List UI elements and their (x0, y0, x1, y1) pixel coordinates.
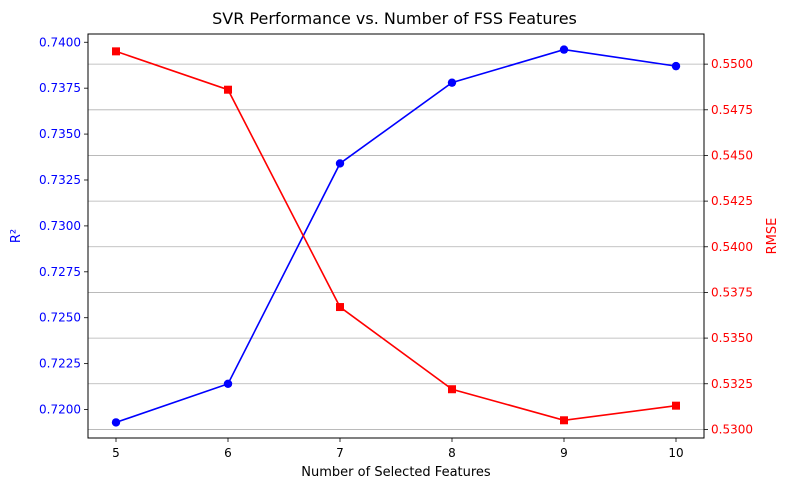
y-right-tick-label: 0.5500 (711, 57, 753, 71)
x-tick-label: 9 (560, 446, 568, 460)
y-left-tick-label: 0.7275 (39, 265, 81, 279)
y-left-tick-label: 0.7250 (39, 311, 81, 325)
y-right-tick-label: 0.5375 (711, 285, 753, 299)
y-left-tick-label: 0.7225 (39, 357, 81, 371)
x-axis-label: Number of Selected Features (301, 465, 491, 480)
gridlines (88, 63, 704, 430)
r2-point (223, 379, 233, 389)
r2-point (671, 61, 681, 71)
rmse-point (448, 385, 456, 394)
y-axis-left-label: R² (9, 229, 24, 243)
y-right-tick-label: 0.5325 (711, 377, 753, 391)
x-tick-label: 6 (224, 446, 232, 460)
y-right-tick-label: 0.5350 (711, 331, 753, 345)
y-left-tick-label: 0.7325 (39, 173, 81, 187)
y-right-tick-label: 0.5300 (711, 422, 753, 436)
rmse-point (560, 416, 568, 425)
rmse-series-line (115, 50, 677, 422)
x-axis: 5 6 7 8 9 10 (112, 438, 684, 460)
x-tick-label: 10 (668, 446, 683, 460)
y-right-tick-label: 0.5475 (711, 103, 753, 117)
y-left-tick-label: 0.7200 (39, 403, 81, 417)
y-left-tick-label: 0.7375 (39, 81, 81, 95)
y-axis-right-label: RMSE (765, 218, 780, 255)
y-left-tick-label: 0.7400 (39, 35, 81, 49)
r2-point (559, 45, 569, 54)
y-right-tick-label: 0.5425 (711, 194, 753, 208)
series-layer (111, 45, 681, 427)
chart-title: SVR Performance vs. Number of FSS Featur… (212, 9, 577, 28)
r2-point (447, 78, 457, 87)
y-left-tick-label: 0.7300 (39, 219, 81, 233)
rmse-point (112, 47, 120, 56)
rmse-point (224, 85, 232, 94)
y-right-tick-label: 0.5450 (711, 148, 753, 162)
y-left-tick-label: 0.7350 (39, 127, 81, 141)
plot-frame (87, 33, 705, 439)
x-tick-label: 5 (112, 446, 120, 460)
r2-point (335, 159, 345, 168)
y-axis-left: 0.7200 0.7225 0.7250 0.7275 0.7300 0.7325 0.73… (39, 35, 88, 417)
rmse-point (336, 303, 344, 312)
r2-series-line (115, 48, 677, 424)
r2-point (111, 418, 121, 427)
y-axis-right: 0.5300 0.5325 0.5350 0.5375 0.5400 0.5425 0.54… (704, 57, 753, 436)
rmse-point (672, 401, 680, 410)
y-right-tick-label: 0.5400 (711, 240, 753, 254)
x-tick-label: 8 (448, 446, 456, 460)
x-tick-label: 7 (336, 446, 344, 460)
